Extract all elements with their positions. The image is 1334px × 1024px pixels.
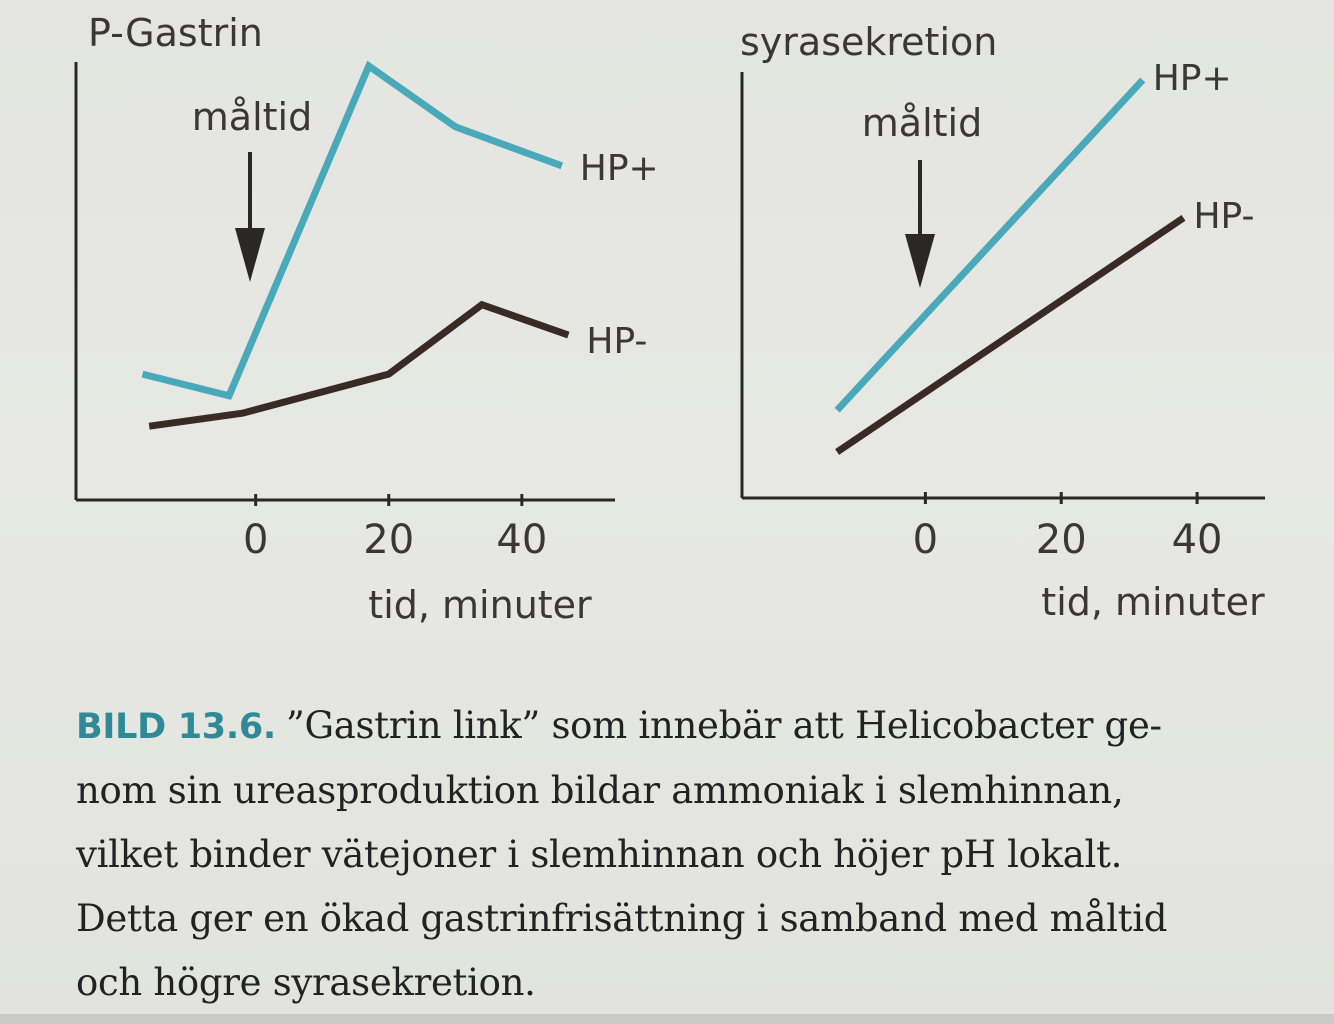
caption-line-3: vilket binder vätejoner i slemhinnan och… <box>76 833 1123 876</box>
x-tick-label: 0 <box>243 517 268 563</box>
chart-title: P-Gastrin <box>88 11 263 55</box>
page-edge <box>0 1014 1334 1024</box>
x-tick-label: 20 <box>363 517 414 563</box>
caption-lead: BILD 13.6. <box>76 707 276 747</box>
series-line-hp-plus <box>834 77 1146 413</box>
caption-line-2: nom sin ureasproduktion bildar ammoniak … <box>76 769 1124 812</box>
x-tick-label: 40 <box>1172 517 1223 563</box>
x-tick-label: 20 <box>1036 517 1087 563</box>
figure: P-Gastrin 0 20 40 tid, minuter HP+ HP-måltid s… <box>74 11 1265 627</box>
figure-caption: BILD 13.6. ”Gastrin link” som innebär att… <box>76 694 1316 1015</box>
caption-line-5: och högre syrasekretion. <box>76 961 536 1004</box>
series-label-hp-plus: HP+ <box>580 148 659 189</box>
series-label-hp-minus: HP- <box>586 321 647 362</box>
x-axis-label: tid, minuter <box>1041 580 1265 624</box>
series-line-hp-minus <box>148 300 570 430</box>
annotation-maltid: måltid <box>862 101 982 145</box>
series-label-hp-minus: HP- <box>1193 196 1254 237</box>
chart-syrasekretion: syrasekretion 0 20 40 tid, minuter HP+ HP-målt… <box>740 20 1265 624</box>
caption-line-4: Detta ger en ökad gastrinfrisättning i s… <box>76 897 1168 940</box>
x-tick-label: 0 <box>913 517 938 563</box>
series-line-hp-plus <box>141 60 564 400</box>
down-arrow-icon <box>235 228 265 282</box>
series-line-hp-minus <box>835 215 1186 455</box>
caption-text-1: ”Gastrin link” som innebär att Helicobac… <box>285 704 1162 747</box>
caption-line-1: BILD 13.6. ”Gastrin link” som innebär att… <box>76 694 1316 759</box>
annotation-maltid: måltid <box>192 95 312 139</box>
series-label-hp-plus: HP+ <box>1153 58 1232 99</box>
chart-title: syrasekretion <box>740 20 997 64</box>
chart-p-gastrin: P-Gastrin 0 20 40 tid, minuter HP+ HP-måltid <box>74 11 659 627</box>
x-tick-label: 40 <box>496 517 547 563</box>
x-axis-label: tid, minuter <box>368 583 592 627</box>
down-arrow-icon <box>905 234 935 288</box>
